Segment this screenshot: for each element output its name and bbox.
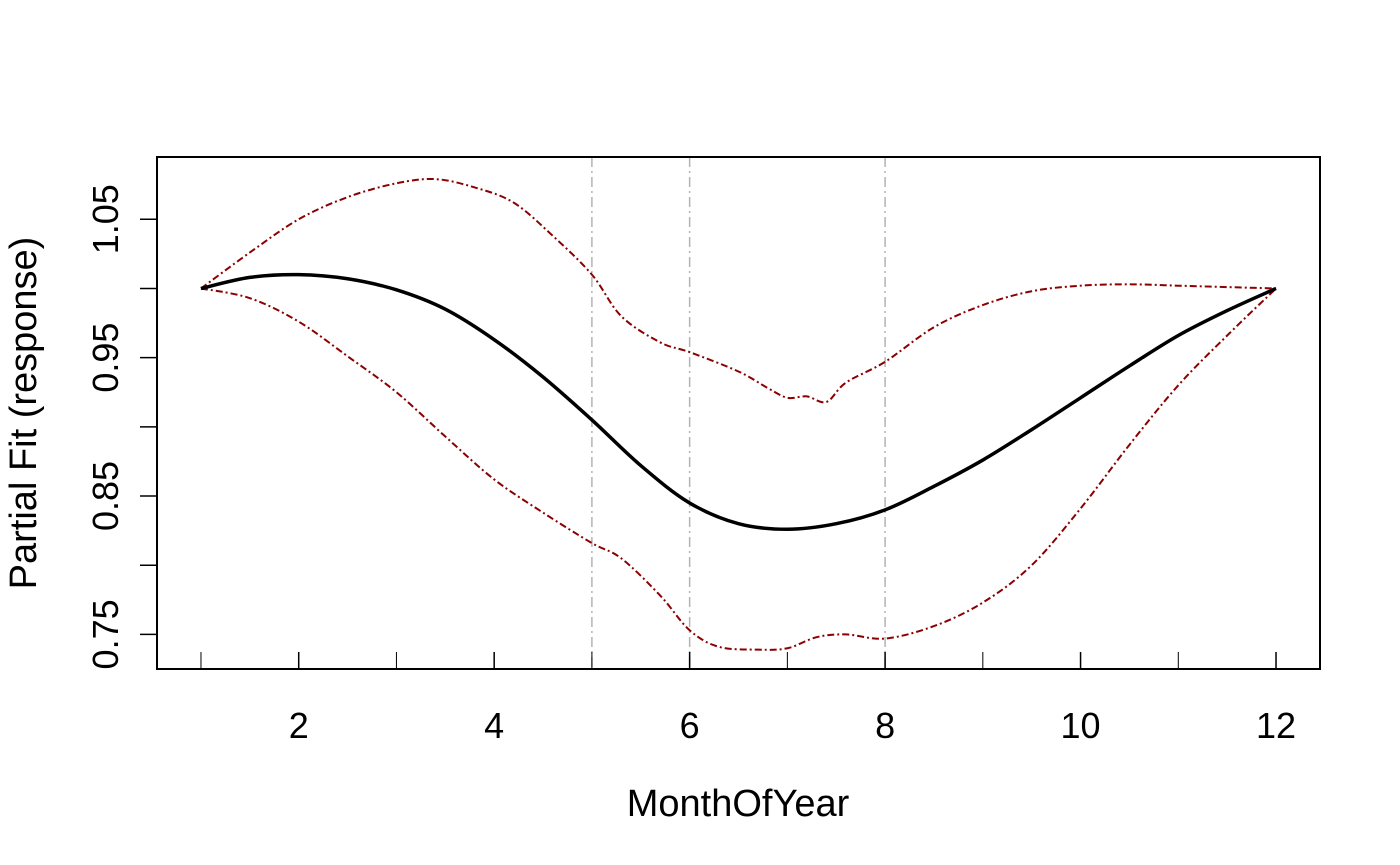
x-tick-label: 8 xyxy=(875,705,895,746)
x-tick-label: 6 xyxy=(680,705,700,746)
y-axis-title: Partial Fit (response) xyxy=(3,237,45,590)
x-axis: 2 4 6 8 10 12 xyxy=(200,652,1296,746)
x-tick-label: 12 xyxy=(1256,705,1296,746)
fit-line xyxy=(200,272,1277,531)
x-tick-label: 10 xyxy=(1061,705,1101,746)
y-tick-label: 0.95 xyxy=(85,323,126,393)
plot-frame xyxy=(156,156,1321,670)
x-axis-title: MonthOfYear xyxy=(627,783,850,825)
x-tick-label: 4 xyxy=(484,705,504,746)
y-tick-label: 1.05 xyxy=(85,184,126,254)
series-layer xyxy=(200,177,1277,651)
y-axis: 0.75 0.85 0.95 1.05 xyxy=(85,184,157,669)
upper-band-line xyxy=(200,177,1277,404)
reference-lines xyxy=(591,157,886,669)
y-tick-label: 0.85 xyxy=(85,461,126,531)
x-tick-label: 2 xyxy=(289,705,309,746)
lower-band-line xyxy=(200,287,1277,651)
y-tick-label: 0.75 xyxy=(85,599,126,669)
